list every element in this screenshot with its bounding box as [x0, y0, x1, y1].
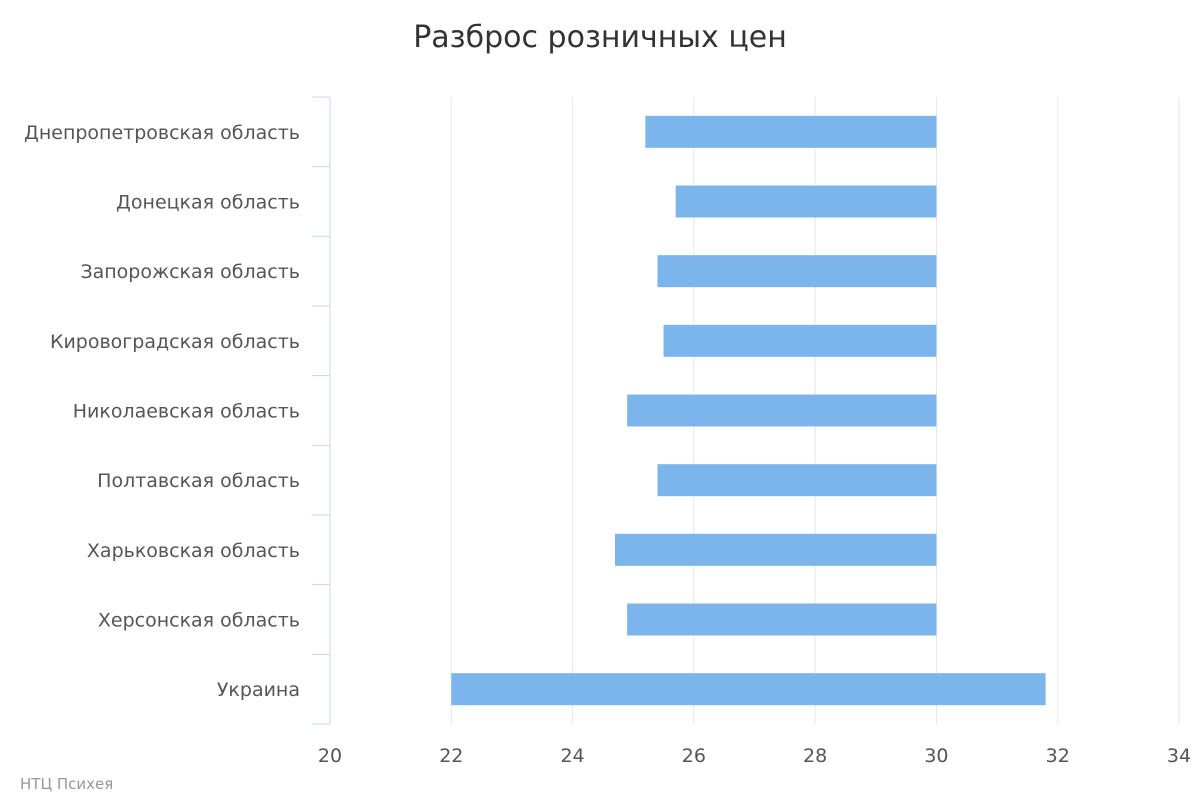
- range-bar: [451, 673, 1046, 706]
- category-label: Херсонская область: [98, 610, 300, 632]
- range-bar: [657, 464, 937, 497]
- range-bar: [663, 324, 937, 357]
- category-label: Кировоградская область: [50, 331, 300, 353]
- chart-title: Разброс розничных цен: [413, 20, 787, 55]
- x-tick-label: 22: [439, 745, 463, 767]
- x-tick-label: 24: [560, 745, 584, 767]
- x-tick-label: 26: [682, 745, 706, 767]
- category-label: Украина: [217, 679, 300, 701]
- range-bar: [627, 394, 937, 427]
- x-tick-label: 30: [924, 745, 948, 767]
- range-bar: [675, 185, 937, 218]
- category-label: Николаевская область: [73, 401, 300, 423]
- x-tick-label: 20: [318, 745, 342, 767]
- range-bar: [645, 115, 937, 148]
- range-bar: [627, 603, 937, 636]
- x-tick-label: 28: [803, 745, 827, 767]
- category-label: Харьковская область: [87, 540, 300, 562]
- category-label: Днепропетровская область: [24, 122, 300, 144]
- x-tick-label: 32: [1046, 745, 1070, 767]
- category-label: Запорожская область: [80, 261, 300, 283]
- x-tick-label: 34: [1167, 745, 1191, 767]
- category-label: Полтавская область: [97, 470, 300, 492]
- range-bar: [657, 255, 937, 288]
- category-label: Донецкая область: [116, 192, 300, 214]
- range-bar: [615, 533, 937, 566]
- chart-credit[interactable]: НТЦ Психея: [20, 775, 113, 793]
